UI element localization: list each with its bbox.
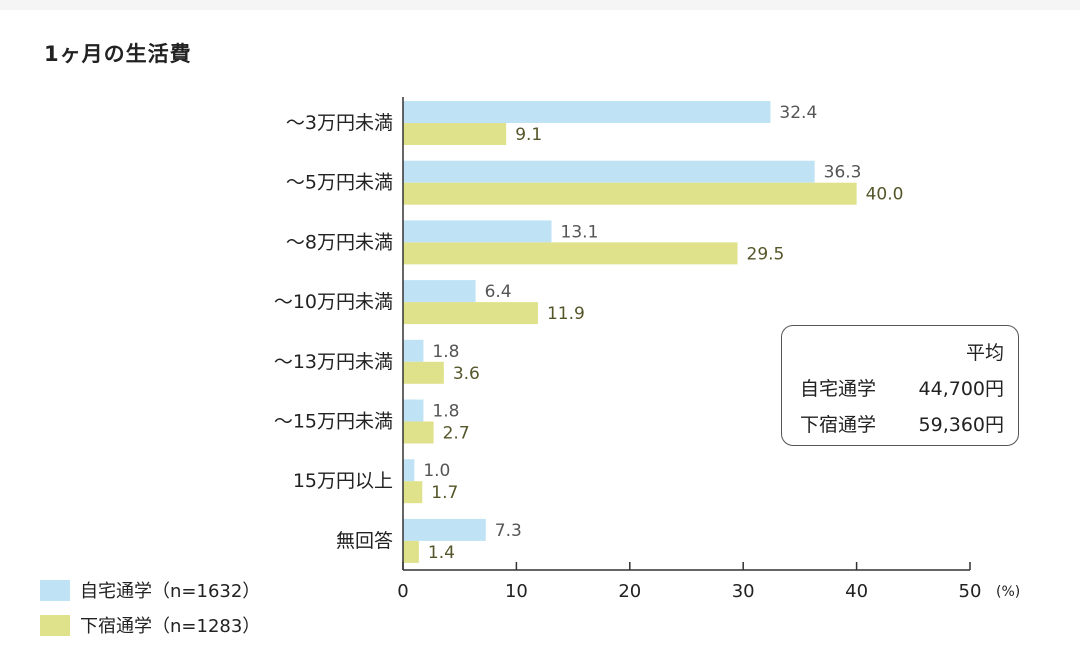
category-label: ～13万円未満 [274,351,393,373]
average-home-label: 自宅通学 [800,378,877,400]
chart-title: 1ヶ月の生活費 [44,42,192,66]
bar [403,399,424,422]
bar [403,459,415,482]
bar-value-label: 1.8 [432,402,459,422]
bar [403,302,538,325]
average-row-boarding: 下宿通学 59,360円 [800,410,1004,437]
bar-value-label: 1.7 [431,483,458,503]
average-box: 平均 自宅通学 44,700円 下宿通学 59,360円 [781,325,1019,446]
bar-value-label: 40.0 [866,185,904,205]
legend-swatch-home [40,579,70,601]
average-boarding-label: 下宿通学 [800,414,877,436]
x-tick-label: 40 [845,581,868,602]
category-label: ～10万円未満 [274,291,393,313]
legend-swatch-boarding [40,614,70,636]
bar [403,220,552,243]
bar [403,339,424,362]
bar [403,123,507,145]
bar [403,361,444,384]
x-tick-label: 50 [959,581,982,602]
bar [403,421,434,444]
bar-value-label: 1.0 [423,461,450,481]
x-tick-label: 10 [505,581,528,602]
legend-item-boarding: 下宿通学（n=1283） [40,612,260,638]
bar-value-label: 2.7 [443,424,470,444]
category-label: ～3万円未満 [286,112,393,134]
legend-label-boarding: 下宿通学（n=1283） [80,616,261,637]
bar-value-label: 11.9 [547,304,585,324]
bar [403,540,419,563]
bar [403,101,771,123]
bar-value-label: 3.6 [453,364,480,384]
bar-value-label: 1.4 [428,543,455,563]
bar [403,242,738,265]
x-tick-label: 20 [618,581,641,602]
average-heading: 平均 [965,342,1004,364]
bar-value-label: 13.1 [561,222,599,242]
top-strip [0,0,1080,10]
category-label: ～5万円未満 [286,172,393,194]
bar [403,518,486,541]
average-home-value: 44,700円 [918,378,1004,400]
x-tick-label: 0 [397,581,408,602]
category-label: 15万円以上 [293,470,393,492]
bar [403,160,815,183]
legend-label-home: 自宅通学（n=1632） [80,581,261,602]
bar-value-label: 36.3 [824,163,862,183]
bar-value-label: 32.4 [779,103,817,123]
bar [403,481,423,504]
x-tick-label: 30 [732,581,755,602]
average-boarding-value: 59,360円 [918,414,1004,436]
bar-value-label: 7.3 [495,521,522,541]
bar-value-label: 6.4 [485,282,512,302]
bar-value-label: 9.1 [515,125,542,145]
average-row-home: 自宅通学 44,700円 [800,374,1004,401]
category-label: 無回答 [336,530,393,552]
bar-value-label: 29.5 [747,244,785,264]
x-axis-unit: (%) [996,584,1020,600]
bar [403,280,476,303]
bar [403,182,857,205]
category-label: ～15万円未満 [274,411,393,433]
category-label: ～8万円未満 [286,231,393,253]
bar-value-label: 1.8 [432,342,459,362]
legend-item-home: 自宅通学（n=1632） [40,577,260,603]
